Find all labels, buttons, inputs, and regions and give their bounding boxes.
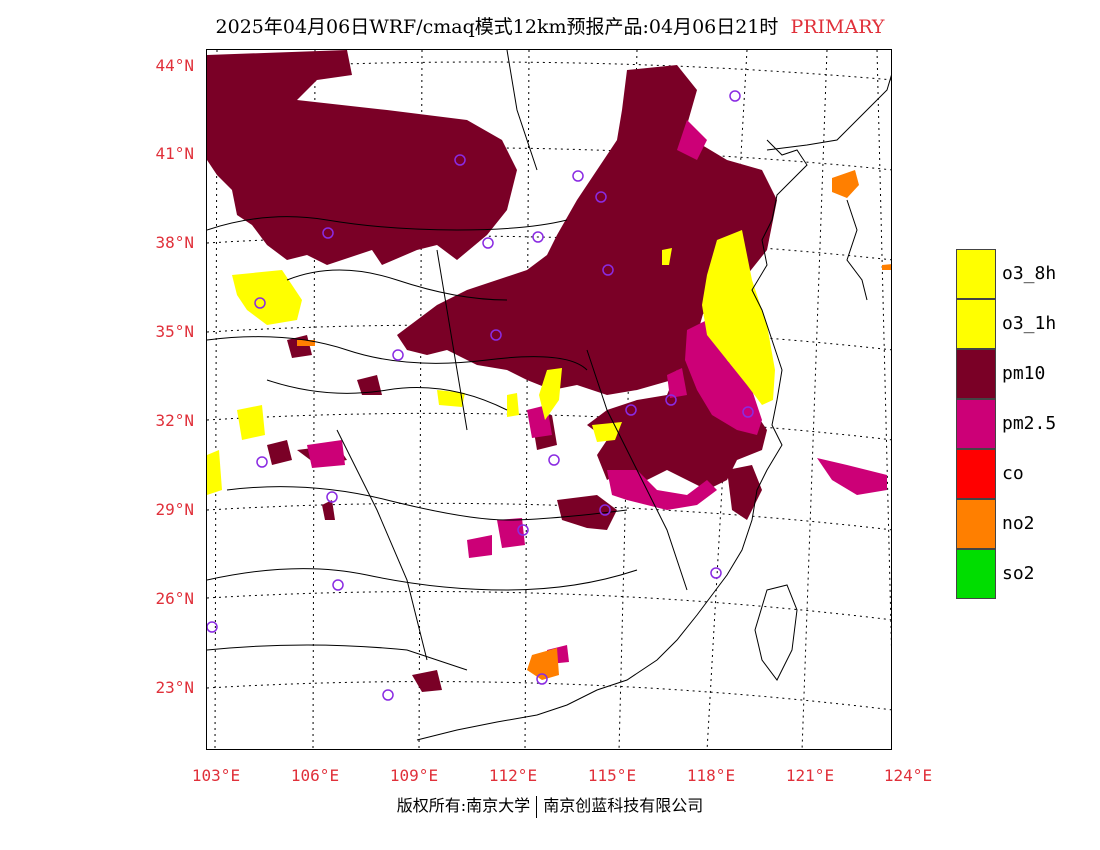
copyright-footer: 版权所有:南京大学 南京创蓝科技有限公司 (0, 792, 1100, 818)
lon-label-121: 121°E (785, 766, 835, 785)
primary-tag: PRIMARY (790, 16, 885, 38)
legend-swatch-pm25 (956, 399, 996, 449)
lat-label-23: 23°N (155, 678, 194, 697)
lon-label-106: 106°E (290, 766, 340, 785)
no2-area (297, 170, 891, 680)
lat-label-44: 44°N (155, 56, 194, 75)
lon-label-109: 109°E (389, 766, 439, 785)
boundaries (207, 50, 891, 741)
copyright-separator (536, 795, 538, 818)
map-title-text: 2025年04月06日WRF/cmaq模式12km预报产品:04月06日21时 (215, 16, 779, 38)
legend-swatch-co (956, 449, 996, 499)
lon-label-115: 115°E (587, 766, 637, 785)
lon-label-124: 124°E (883, 766, 933, 785)
station-markers (207, 90, 754, 701)
legend-swatch-pm10 (956, 349, 996, 399)
legend-swatch-no2 (956, 499, 996, 549)
copyright-left: 版权所有:南京大学 (396, 796, 531, 815)
lon-label-118: 118°E (686, 766, 736, 785)
legend-label-pm10: pm10 (1002, 363, 1046, 384)
legend-label-pm25: pm2.5 (1002, 413, 1057, 434)
map-canvas (207, 50, 891, 749)
legend-label-o3-1h: o3_1h (1002, 313, 1057, 334)
map-title: 2025年04月06日WRF/cmaq模式12km预报产品:04月06日21时 P… (0, 12, 1100, 39)
legend-label-co: co (1002, 463, 1024, 484)
legend-label-o3-8h: o3_8h (1002, 263, 1057, 284)
lon-label-103: 103°E (191, 766, 241, 785)
lat-label-38: 38°N (155, 233, 194, 252)
lat-label-35: 35°N (155, 322, 194, 341)
lon-label-112: 112°E (488, 766, 538, 785)
legend-label-so2: so2 (1002, 563, 1035, 584)
ozone-area (207, 230, 775, 495)
lat-label-29: 29°N (155, 500, 194, 519)
copyright-right: 南京创蓝科技有限公司 (543, 796, 704, 815)
lat-label-41: 41°N (155, 144, 194, 163)
legend-swatch-o3-8h (956, 249, 996, 299)
legend-label-no2: no2 (1002, 513, 1035, 534)
legend-swatch-o3-1h (956, 299, 996, 349)
legend-swatch-so2 (956, 549, 996, 599)
pm25-area (307, 120, 887, 664)
lat-label-26: 26°N (155, 589, 194, 608)
lat-label-32: 32°N (155, 411, 194, 430)
forecast-map (206, 49, 892, 750)
